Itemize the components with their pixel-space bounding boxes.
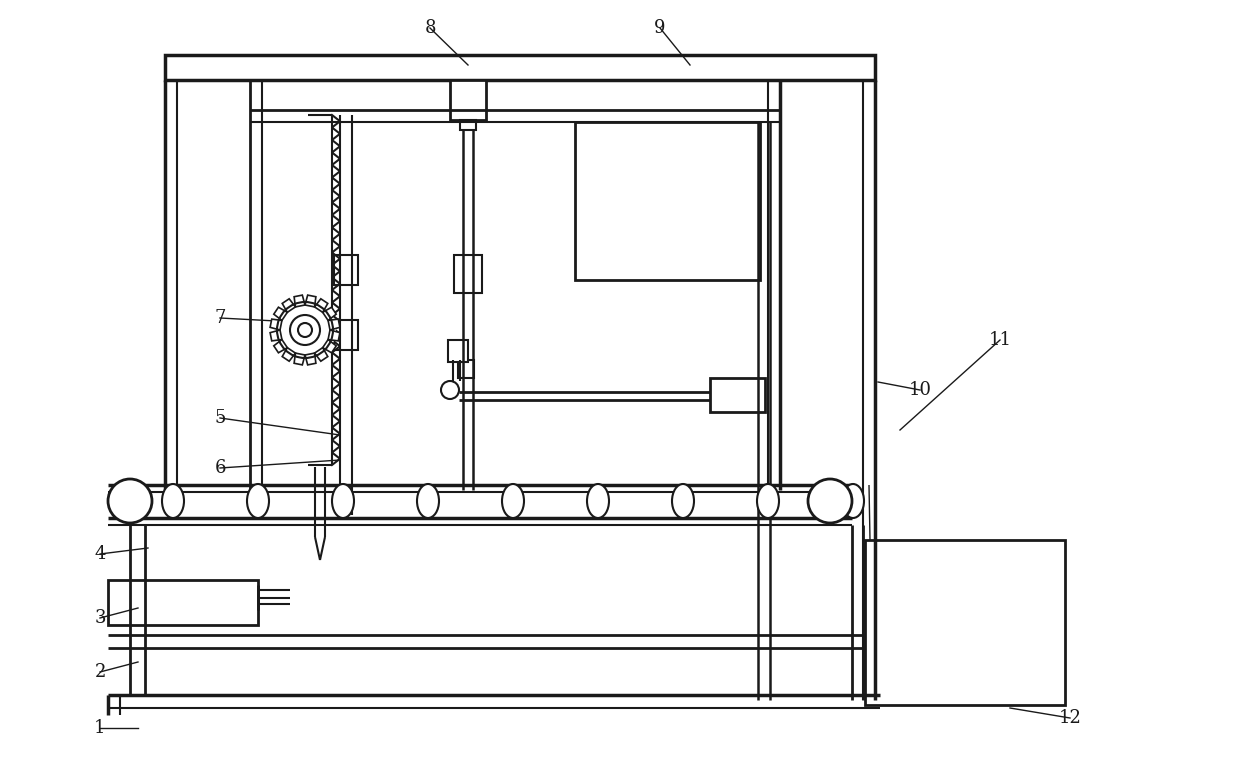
Ellipse shape (247, 484, 269, 518)
Ellipse shape (417, 484, 439, 518)
Polygon shape (274, 340, 288, 352)
Bar (334, 320, 358, 350)
Polygon shape (270, 330, 281, 341)
Ellipse shape (672, 484, 694, 518)
Bar (575, 122, 760, 280)
Polygon shape (294, 295, 305, 307)
Bar (460, 120, 476, 130)
Ellipse shape (756, 484, 779, 518)
Text: 5: 5 (215, 409, 226, 427)
Text: 11: 11 (988, 331, 1012, 349)
Ellipse shape (587, 484, 609, 518)
Ellipse shape (162, 484, 184, 518)
Polygon shape (315, 299, 327, 312)
Polygon shape (283, 348, 295, 362)
Polygon shape (305, 353, 316, 365)
Text: 7: 7 (215, 309, 226, 327)
Polygon shape (315, 348, 327, 362)
Text: 1: 1 (94, 719, 105, 737)
Polygon shape (283, 299, 295, 312)
Circle shape (298, 323, 312, 337)
Ellipse shape (842, 484, 864, 518)
Circle shape (108, 479, 153, 523)
Polygon shape (329, 330, 340, 341)
Bar (866, 540, 1065, 705)
Polygon shape (294, 353, 305, 365)
Bar (108, 580, 258, 625)
Text: 9: 9 (655, 19, 666, 37)
Text: 6: 6 (215, 459, 226, 477)
Polygon shape (329, 319, 340, 330)
Text: 8: 8 (424, 19, 435, 37)
Bar (454, 255, 482, 293)
Circle shape (441, 381, 459, 399)
Bar (711, 378, 765, 412)
Bar (450, 80, 486, 120)
Circle shape (290, 315, 320, 345)
Polygon shape (305, 295, 316, 307)
Bar (448, 340, 467, 362)
Text: 10: 10 (909, 381, 931, 399)
Polygon shape (274, 307, 288, 321)
Text: 12: 12 (1059, 709, 1081, 727)
Bar (458, 360, 474, 378)
Polygon shape (322, 307, 336, 321)
Polygon shape (322, 340, 336, 352)
Text: 2: 2 (94, 663, 105, 681)
Bar (165, 55, 875, 80)
Text: 3: 3 (94, 609, 105, 627)
Text: 4: 4 (94, 545, 105, 563)
Circle shape (274, 299, 336, 361)
Bar (334, 255, 358, 285)
Ellipse shape (502, 484, 525, 518)
Polygon shape (270, 319, 281, 330)
Ellipse shape (332, 484, 353, 518)
Circle shape (808, 479, 852, 523)
